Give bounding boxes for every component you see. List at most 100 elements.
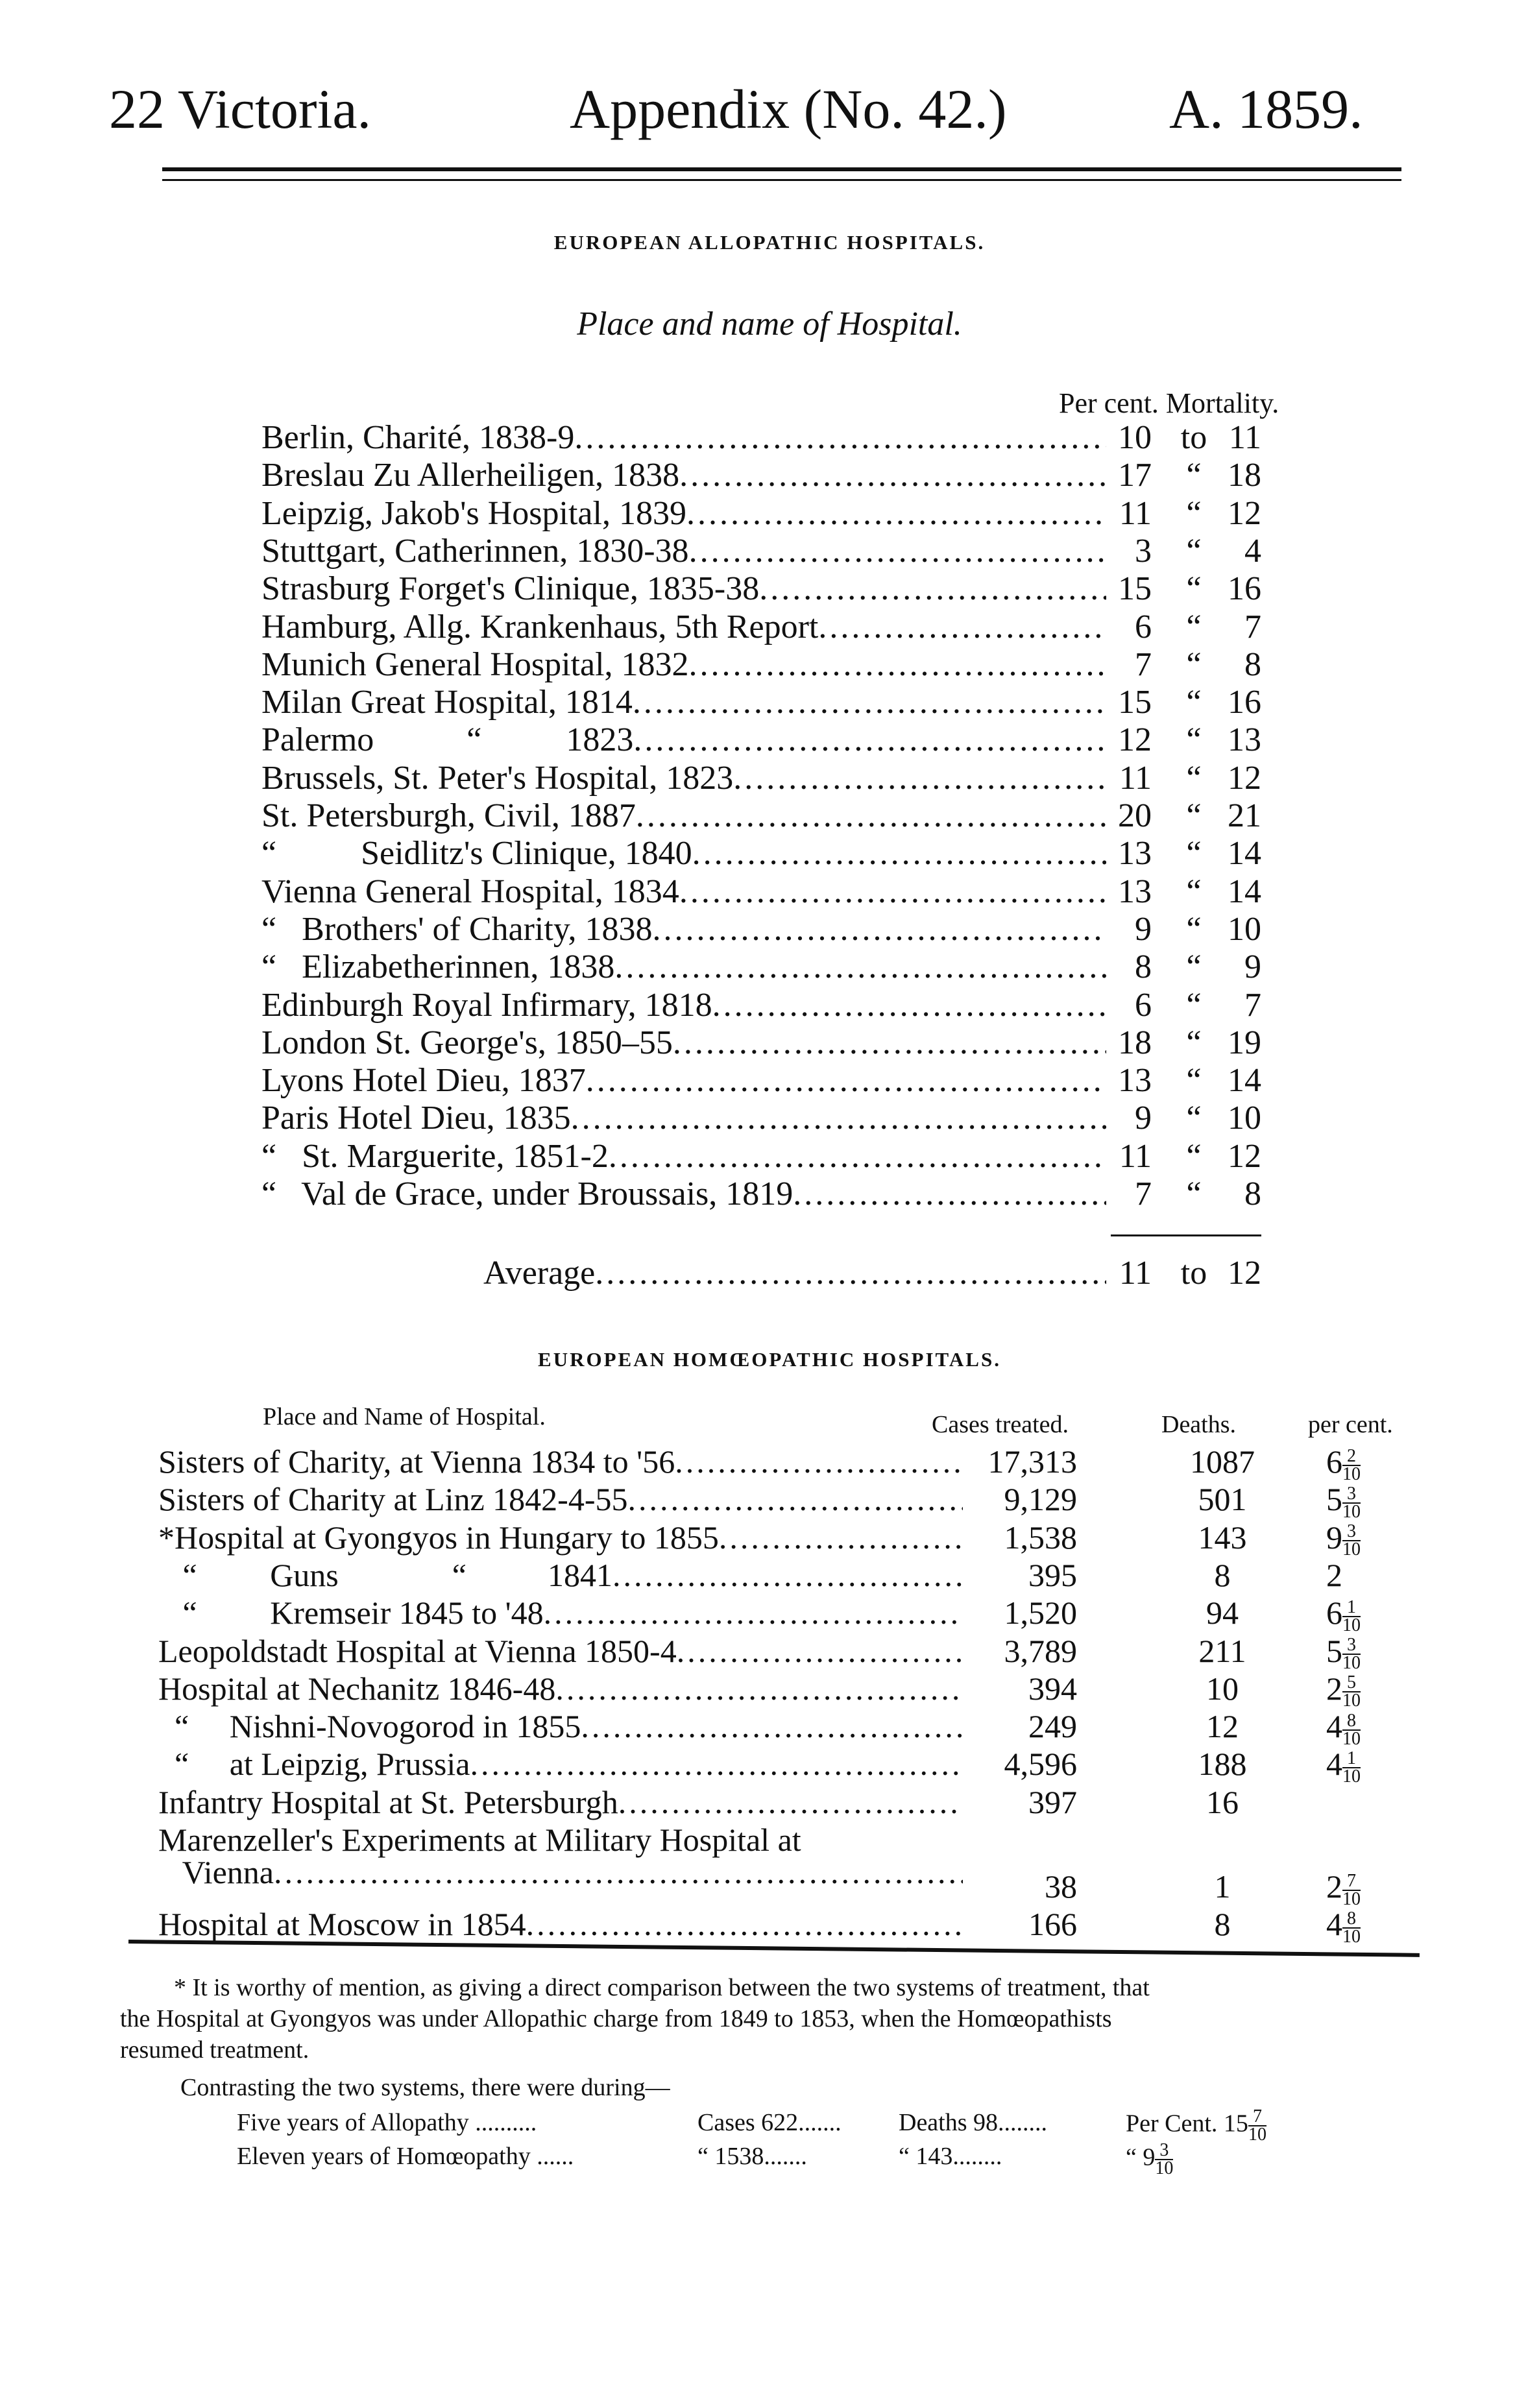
hospital-values: 38 1 2 7 10 — [158, 1868, 1456, 1908]
dot-leader: ........................................… — [652, 910, 1106, 948]
fraction: 8 10 — [1342, 1909, 1361, 1945]
mortality-to: 14 — [1228, 1062, 1261, 1100]
average-row: Average.................................… — [483, 1255, 1496, 1292]
mortality-from: 12 — [1118, 721, 1152, 759]
hospital-row: “ St. Marguerite, 1851-2................… — [261, 1138, 1274, 1175]
cases-treated: 3,789 — [1004, 1632, 1078, 1669]
hospital-name: “ at Leipzig, Prussia — [158, 1746, 470, 1783]
mortality-to: 12 — [1228, 494, 1261, 532]
hospital-row: “ Kremseir 1845 to '48..................… — [158, 1594, 1456, 1635]
range-separator: “ — [1186, 910, 1202, 948]
deaths-column-header: Deaths. — [1161, 1411, 1237, 1438]
mortality-to: 7 — [1244, 986, 1261, 1024]
fraction-denominator: 10 — [1342, 1653, 1361, 1674]
dot-leader: ........................................… — [793, 1175, 1106, 1212]
row-label: “ Elizabetherinnen, 1838................… — [261, 948, 1106, 986]
dot-leader: ........................................… — [526, 1906, 963, 1942]
hospital-name: Sisters of Charity at Linz 1842-4-55 — [158, 1481, 628, 1518]
hospital-name: Breslau Zu Allerheiligen, 1838 — [261, 457, 680, 494]
row-label: Lyons Hotel Dieu, 1837..................… — [261, 1062, 1106, 1100]
dot-leader: ........................................… — [574, 419, 1106, 456]
fraction-numerator: 3 — [1342, 1484, 1361, 1504]
mortality-to: 12 — [1228, 759, 1261, 797]
dot-leader: ........................................… — [688, 645, 1106, 683]
hospital-row: Hospital at Moscow in 1854..............… — [158, 1905, 1456, 1945]
mortality-from: 11 — [1119, 759, 1152, 797]
row-label: Sisters of Charity, at Vienna 1834 to '5… — [158, 1443, 963, 1480]
row-label: Hamburg, Allg. Krankenhaus, 5th Report..… — [261, 608, 1106, 646]
dot-leader: ........................................… — [635, 797, 1106, 834]
fraction: 3 10 — [1342, 1484, 1361, 1521]
hospital-name: “ St. Marguerite, 1851-2 — [261, 1137, 609, 1175]
hospital-name: Paris Hotel Dieu, 1835 — [261, 1100, 571, 1137]
per-cent-whole: 6 — [1326, 1443, 1342, 1480]
row-label: St. Petersburgh, Civil, 1887............… — [261, 797, 1106, 835]
cases-treated: 38 — [1045, 1868, 1077, 1905]
hospital-row: Munich General Hospital, 1832...........… — [261, 646, 1274, 684]
row-label: Infantry Hospital at St. Petersburgh....… — [158, 1783, 963, 1821]
hospital-name: “ Elizabetherinnen, 1838 — [261, 948, 615, 986]
range-separator: “ — [1186, 835, 1202, 873]
per-cent: 4 8 10 — [1326, 1707, 1361, 1748]
deaths: 188 — [1198, 1746, 1247, 1783]
hospital-row: “ at Leipzig, Prussia...................… — [158, 1745, 1456, 1785]
fraction-numerator: 3 — [1342, 1636, 1361, 1655]
hospital-name: “ Brothers' of Charity, 1838 — [261, 910, 653, 948]
per-cent: 5 3 10 — [1326, 1632, 1361, 1672]
fraction: 3 10 — [1342, 1523, 1361, 1559]
dot-leader: ........................................… — [585, 1062, 1106, 1100]
deaths: 501 — [1198, 1481, 1247, 1518]
row-label: “ Seidlitz's Clinique, 1840.............… — [261, 835, 1106, 873]
hospital-row: Sisters of Charity, at Vienna 1834 to '5… — [158, 1443, 1456, 1483]
dot-leader: ........................................… — [679, 457, 1106, 494]
dot-leader: ........................................… — [612, 1556, 963, 1593]
hospital-name: Brussels, St. Peter's Hospital, 1823 — [261, 759, 734, 797]
fraction: 3 10 — [1155, 2141, 1174, 2178]
cases-treated: 1,520 — [1004, 1595, 1078, 1631]
range-separator: “ — [1186, 1100, 1202, 1137]
row-label: Vienna..................................… — [158, 1853, 963, 1891]
mortality-to: 7 — [1244, 608, 1261, 645]
range-separator: “ — [1186, 721, 1202, 759]
mortality-to: 10 — [1228, 1100, 1261, 1137]
per-cent-whole: 4 — [1326, 1746, 1342, 1783]
hospital-name: “ Kremseir 1845 to '48 — [158, 1595, 544, 1631]
cases-treated: 4,596 — [1004, 1746, 1078, 1783]
mortality-to: 14 — [1228, 873, 1261, 910]
mortality-from: 11 — [1119, 1255, 1152, 1292]
hospital-row-continued: Vienna..................................… — [158, 1853, 1456, 1891]
mortality-from: 13 — [1118, 1062, 1152, 1100]
fraction: 5 10 — [1342, 1674, 1361, 1710]
deaths: 12 — [1206, 1708, 1239, 1745]
percent-column-header: per cent. — [1308, 1411, 1393, 1438]
row-label: Strasburg Forget's Clinique, 1835-38....… — [261, 570, 1106, 608]
row-label: Sisters of Charity at Linz 1842-4-55....… — [158, 1480, 963, 1518]
row-label: Berlin, Charité, 1838-9.................… — [261, 419, 1106, 457]
dot-leader: ........................................… — [676, 1632, 963, 1669]
contrast-percent: “ 9 3 10 — [1126, 2141, 1174, 2178]
mortality-from: 7 — [1135, 1175, 1152, 1212]
allopathic-section-title: EUROPEAN ALLOPATHIC HOSPITALS. — [553, 231, 986, 254]
fraction-denominator: 10 — [1342, 1615, 1361, 1635]
mortality-from: 3 — [1135, 532, 1152, 570]
cases-treated: 9,129 — [1004, 1481, 1078, 1518]
fraction-numerator: 8 — [1342, 1711, 1361, 1731]
range-separator: “ — [1186, 1024, 1202, 1061]
hospital-row: Sisters of Charity at Linz 1842-4-55....… — [158, 1480, 1456, 1521]
hospital-name: St. Petersburgh, Civil, 1887 — [261, 797, 636, 834]
mortality-from: 6 — [1135, 986, 1152, 1024]
contrast-cases: Cases 622....... — [697, 2109, 842, 2136]
dot-leader: ........................................… — [555, 1670, 963, 1707]
fraction: 3 10 — [1342, 1636, 1361, 1674]
mortality-from: 7 — [1135, 645, 1152, 683]
dot-leader: ........................................… — [543, 1595, 963, 1631]
fraction-denominator: 10 — [1248, 2125, 1266, 2145]
deaths: 8 — [1214, 1556, 1231, 1593]
hospital-row: Strasburg Forget's Clinique, 1835-38....… — [261, 570, 1274, 608]
hospital-name: Lyons Hotel Dieu, 1837 — [261, 1062, 586, 1100]
deaths: 10 — [1206, 1670, 1239, 1707]
contrast-percent: Per Cent. 15 7 10 — [1126, 2108, 1266, 2145]
fraction: 7 10 — [1248, 2108, 1266, 2145]
per-cent-whole: 2 — [1326, 1556, 1342, 1593]
contrast-percent-text: “ 9 — [1126, 2143, 1156, 2171]
